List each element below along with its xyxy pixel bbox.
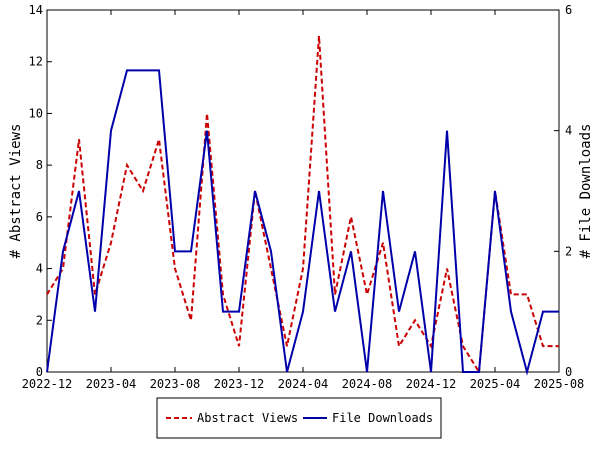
y-left-tick-label: 2 (36, 313, 43, 327)
y-left-tick-label: 12 (29, 55, 43, 69)
y-left-tick-label: 6 (36, 210, 43, 224)
series-line-abstract-views (46, 35, 559, 376)
series-layer (46, 35, 559, 376)
x-tick-label: 2024-04 (278, 377, 329, 391)
y-left-tick-label: 14 (29, 3, 43, 17)
x-tick-label: 2023-04 (86, 377, 137, 391)
x-tick-label: 2024-12 (406, 377, 457, 391)
y-right-tick-label: 4 (565, 124, 572, 138)
y-left-tick-label: 8 (36, 158, 43, 172)
plot-frame (46, 9, 560, 373)
series-line-file-downloads (46, 69, 559, 376)
legend-label-file-downloads: File Downloads (332, 411, 433, 425)
y-right-tick-label: 2 (565, 244, 572, 258)
x-tick-label: 2025-08 (534, 377, 585, 391)
x-tick-label: 2025-04 (470, 377, 521, 391)
x-tick-label: 2022-12 (22, 377, 73, 391)
y-left-tick-label: 4 (36, 262, 43, 276)
x-tick-label: 2023-12 (214, 377, 265, 391)
legend: Abstract Views File Downloads (156, 397, 442, 439)
x-tick-label: 2024-08 (342, 377, 393, 391)
y-right-tick-label: 0 (565, 365, 572, 379)
y-left-tick-label: 0 (36, 365, 43, 379)
x-tick-label: 2023-08 (150, 377, 201, 391)
y-left-tick-label: 10 (29, 106, 43, 120)
y-axis-right-label: # File Downloads (578, 124, 594, 259)
legend-label-abstract-views: Abstract Views (197, 411, 298, 425)
legend-box (156, 397, 442, 439)
axes: 2022-12 2023-04 2023-08 2023-12 2024-04 2024-… (22, 3, 585, 391)
y-axis-left-label: # Abstract Views (8, 124, 24, 259)
y-right-tick-label: 6 (565, 3, 572, 17)
